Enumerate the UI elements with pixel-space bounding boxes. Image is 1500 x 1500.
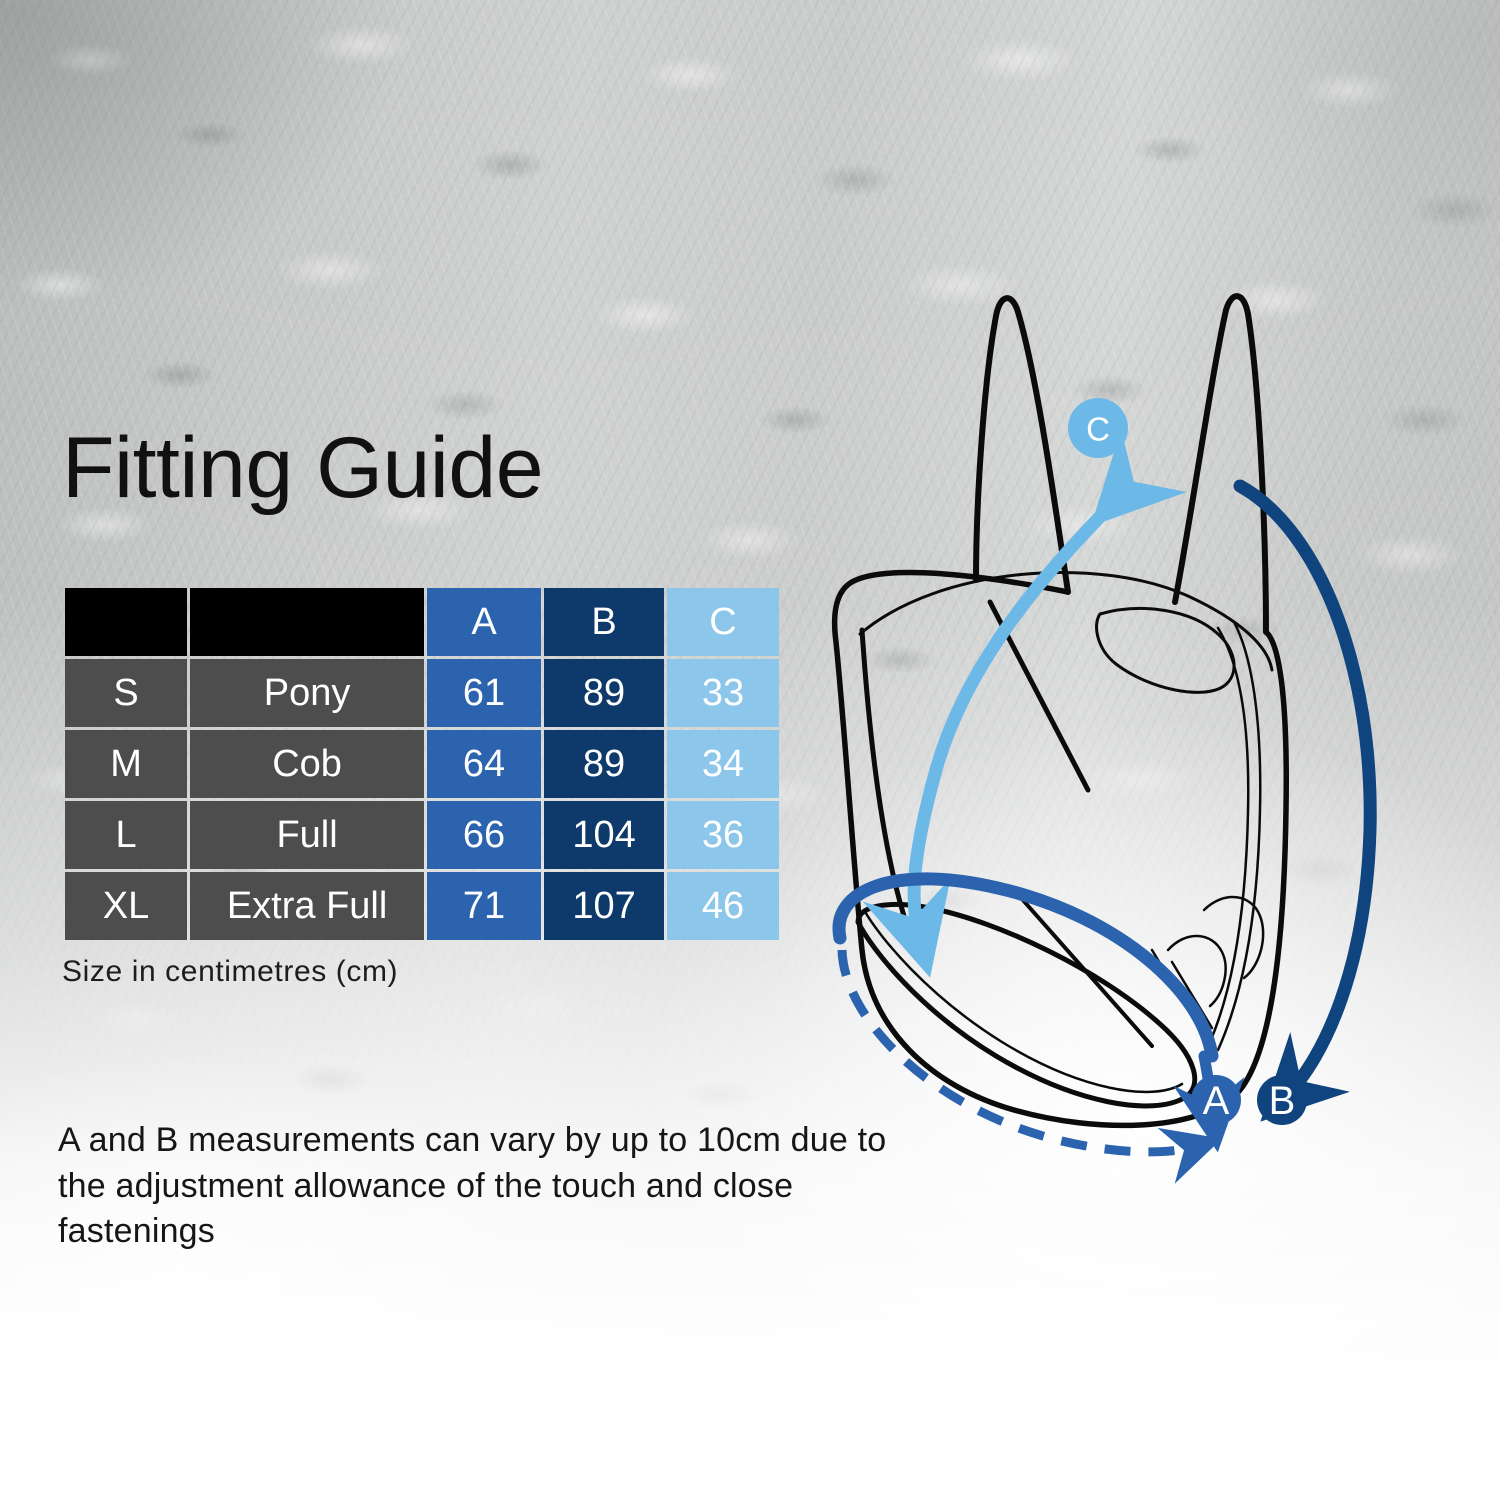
header-blank-size bbox=[65, 588, 188, 656]
table-row: XL Extra Full 71 107 46 bbox=[65, 872, 779, 940]
cell-name: Pony bbox=[190, 659, 425, 727]
measurement-c-badge: C bbox=[1068, 398, 1128, 458]
cell-size: S bbox=[65, 659, 188, 727]
table-header-row: A B C bbox=[65, 588, 779, 656]
left-ear-outline bbox=[973, 295, 1071, 595]
table-row: M Cob 64 89 34 bbox=[65, 730, 779, 798]
cell-a: 66 bbox=[427, 801, 542, 869]
cell-b: 104 bbox=[544, 801, 665, 869]
header-column-b: B bbox=[544, 588, 665, 656]
mask-right-seam-inner bbox=[1208, 626, 1250, 1044]
mask-outline-group bbox=[831, 293, 1289, 1129]
table-row: L Full 66 104 36 bbox=[65, 801, 779, 869]
mask-body-outline bbox=[831, 569, 1289, 1129]
cell-c: 36 bbox=[667, 801, 779, 869]
cell-size: L bbox=[65, 801, 188, 869]
badge-b-label: B bbox=[1269, 1079, 1296, 1123]
cell-a: 64 bbox=[427, 730, 542, 798]
header-column-c: C bbox=[667, 588, 779, 656]
badge-c-circle bbox=[1068, 398, 1128, 458]
cell-c: 46 bbox=[667, 872, 779, 940]
cell-name: Cob bbox=[190, 730, 425, 798]
cell-size: XL bbox=[65, 872, 188, 940]
size-chart-table: A B C S Pony 61 89 33 M Cob 64 89 34 L bbox=[62, 585, 782, 943]
cell-name: Extra Full bbox=[190, 872, 425, 940]
badge-a-circle bbox=[1191, 1075, 1241, 1125]
badge-c-label: C bbox=[1086, 411, 1110, 448]
cell-size: M bbox=[65, 730, 188, 798]
measurement-a-solid bbox=[832, 872, 1219, 1063]
table-row: S Pony 61 89 33 bbox=[65, 659, 779, 727]
cell-c: 34 bbox=[667, 730, 779, 798]
measurement-b-badge: B bbox=[1257, 1075, 1307, 1125]
cell-a: 61 bbox=[427, 659, 542, 727]
measurement-b-curve bbox=[1233, 479, 1377, 1122]
cell-name: Full bbox=[190, 801, 425, 869]
measurement-c-arrow bbox=[862, 428, 1187, 978]
right-ear-outline bbox=[1172, 293, 1269, 635]
measurement-a-dashed bbox=[837, 949, 1222, 1184]
measurement-a-badge: A bbox=[1191, 1075, 1241, 1125]
badge-b-circle bbox=[1257, 1075, 1307, 1125]
header-column-a: A bbox=[427, 588, 542, 656]
mask-right-seam-outer bbox=[1216, 620, 1262, 1052]
fastening-tab-2 bbox=[1202, 895, 1265, 980]
cell-b: 89 bbox=[544, 730, 665, 798]
measurement-b-group bbox=[1233, 479, 1377, 1122]
cell-b: 89 bbox=[544, 659, 665, 727]
badge-a-label: A bbox=[1203, 1079, 1230, 1123]
header-blank-name bbox=[190, 588, 425, 656]
cell-a: 71 bbox=[427, 872, 542, 940]
page-title: Fitting Guide bbox=[62, 420, 544, 516]
cell-c: 33 bbox=[667, 659, 779, 727]
measurement-disclaimer: A and B measurements can vary by up to 1… bbox=[58, 1121, 887, 1251]
cell-b: 107 bbox=[544, 872, 665, 940]
measurement-c-group bbox=[862, 428, 1187, 978]
ear-pocket-outline bbox=[1095, 607, 1236, 694]
fly-mask-diagram: C A B bbox=[800, 250, 1460, 1184]
unit-note: Size in centimetres (cm) bbox=[62, 955, 399, 988]
